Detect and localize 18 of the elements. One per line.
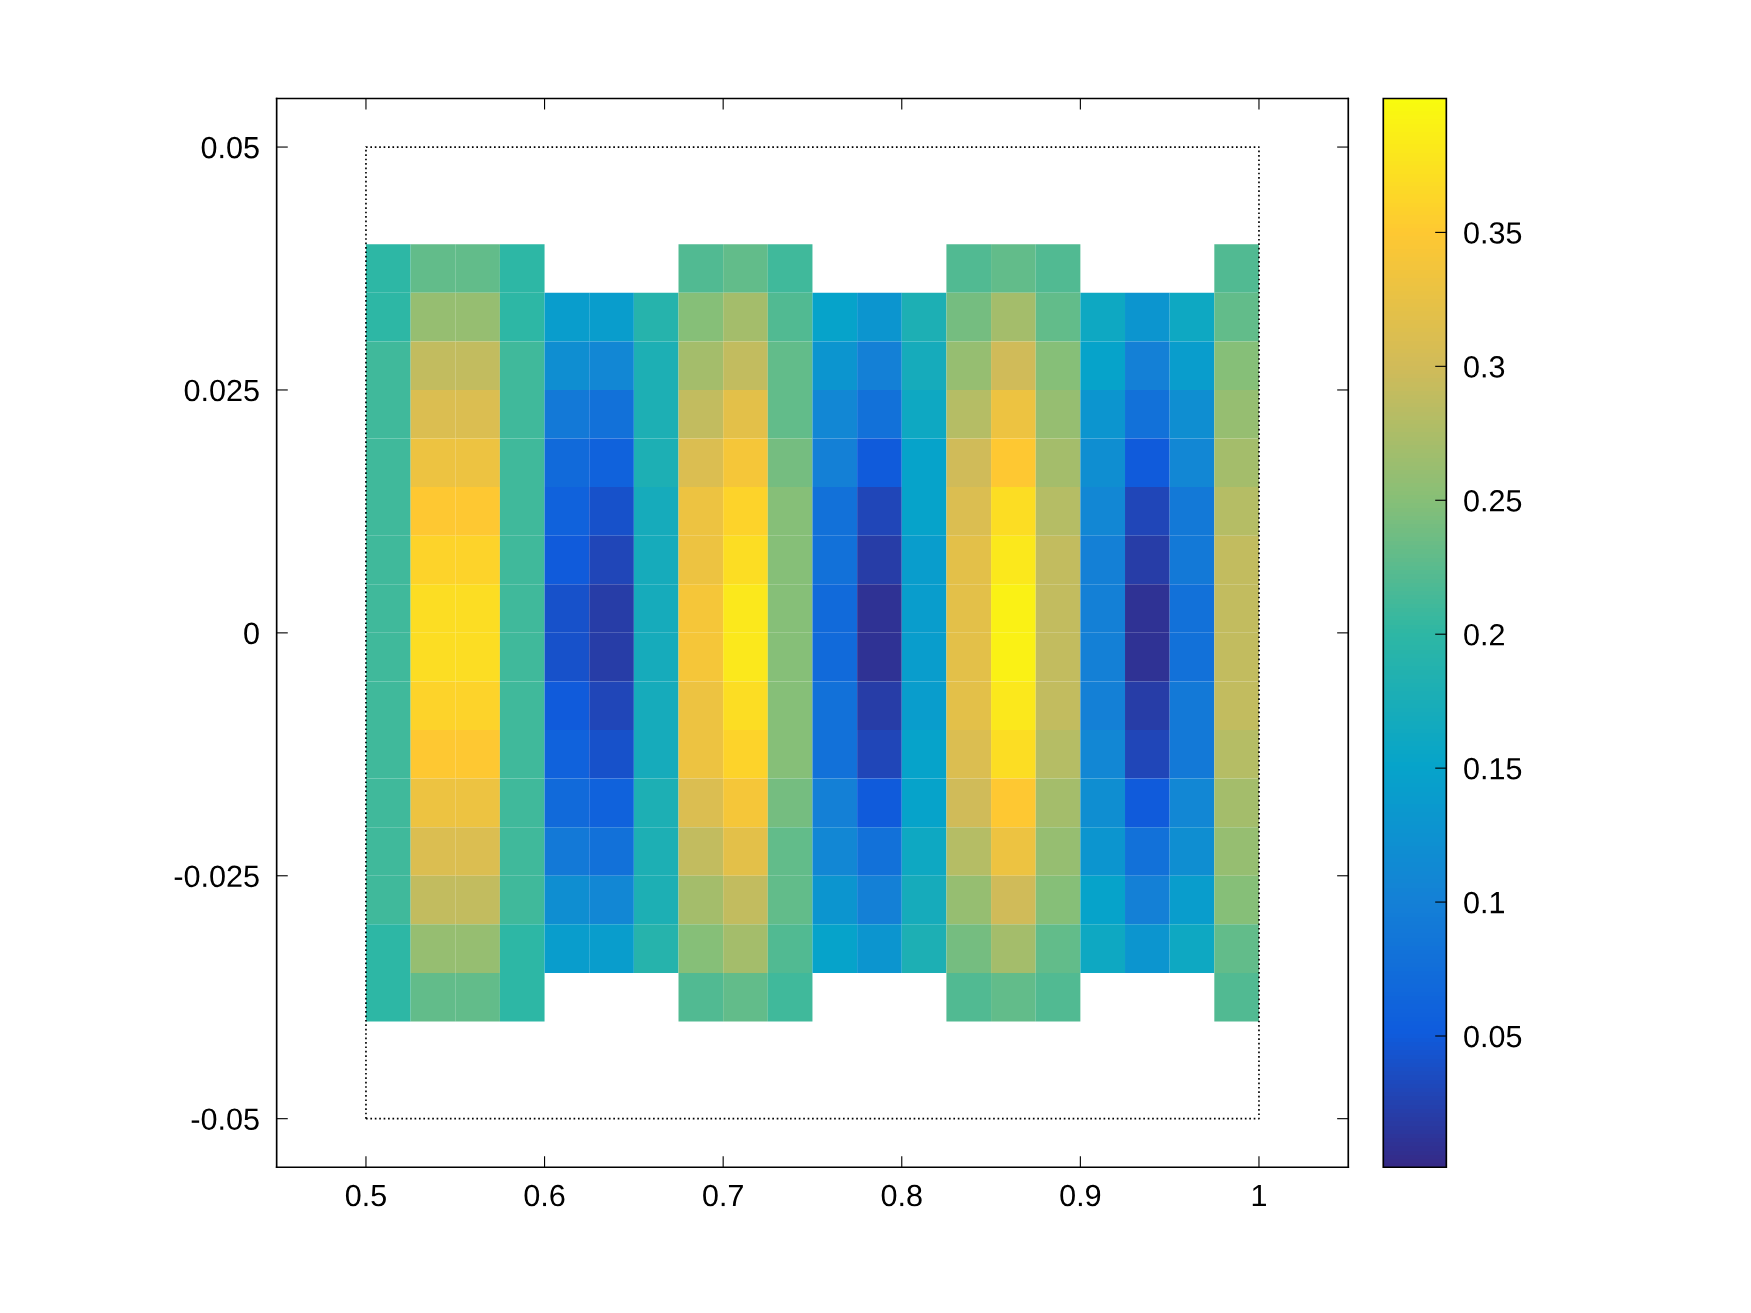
color-bar-label: 0.15 [1464, 757, 1522, 780]
color-bar-label: 0.3 [1464, 356, 1505, 378]
color-bar-label: 0.35 [1464, 222, 1522, 244]
y-tick-label: 0.025 [184, 379, 259, 402]
color-bar-label: 0.05 [1464, 1025, 1522, 1048]
y-tick-label: 0 [244, 622, 259, 645]
x-tick-label: 0.9 [1060, 1184, 1101, 1207]
y-tick-label: 0.05 [201, 136, 259, 159]
x-tick-label: 0.7 [703, 1184, 743, 1207]
x-tick-label: 1 [1252, 1185, 1266, 1207]
y-tick-label: -0.025 [174, 865, 259, 888]
x-tick-label: 0.5 [345, 1184, 386, 1207]
x-tick-label: 0.8 [881, 1184, 922, 1207]
x-tick-label: 0.6 [524, 1184, 565, 1207]
y-tick-label: -0.05 [191, 1108, 259, 1131]
color-bar-label: 0.1 [1464, 891, 1504, 914]
color-bar-label: 0.2 [1464, 623, 1504, 646]
color-bar-label: 0.25 [1464, 490, 1522, 512]
